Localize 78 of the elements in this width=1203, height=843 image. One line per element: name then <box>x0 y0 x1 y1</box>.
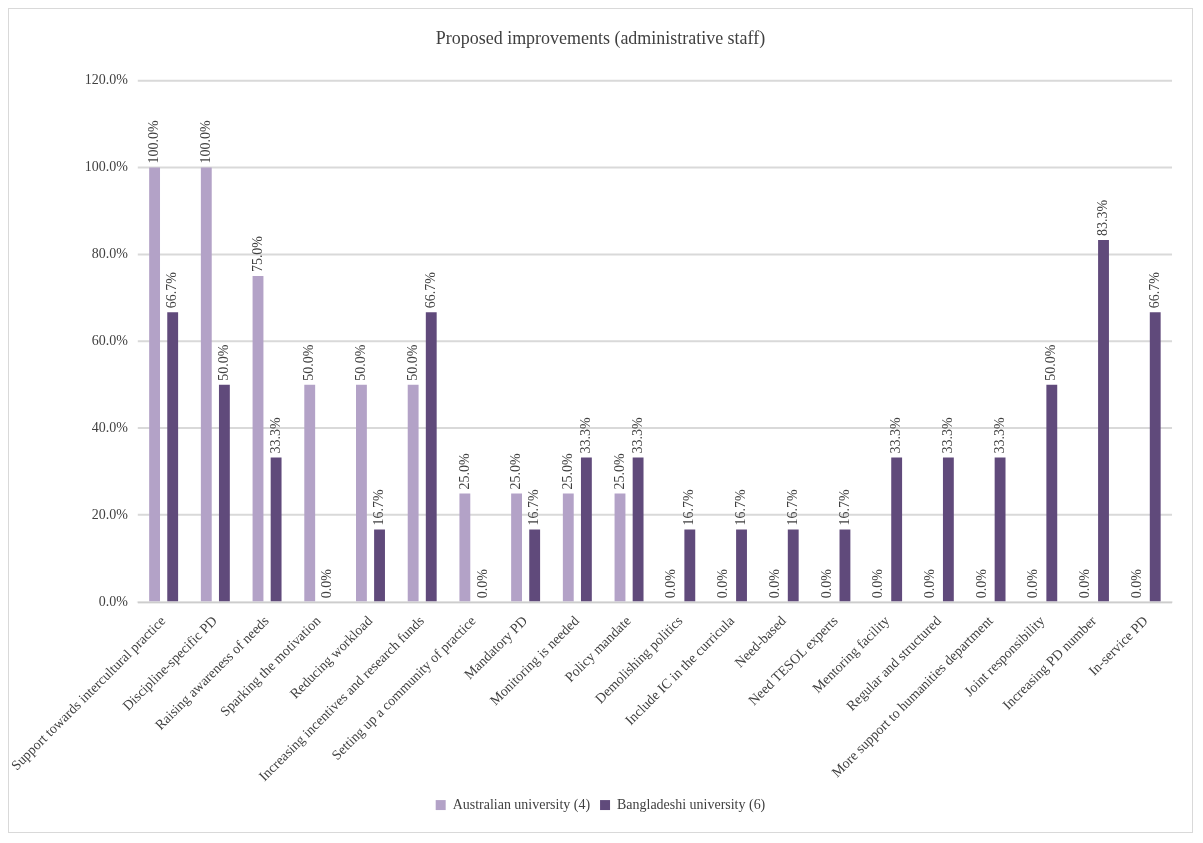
y-tick-label: 120.0% <box>84 72 129 88</box>
bar <box>304 384 316 602</box>
data-label: 0.0% <box>766 568 782 599</box>
data-label: 25.0% <box>508 453 524 490</box>
legend-label: Australian university (4) <box>452 796 591 813</box>
bar <box>1046 384 1058 602</box>
data-label: 0.0% <box>973 568 989 599</box>
data-label: 66.7% <box>164 271 180 309</box>
bar <box>632 457 644 602</box>
chart-title: Proposed improvements (administrative staff) <box>435 28 766 50</box>
data-label: 33.3% <box>629 416 645 454</box>
y-tick-label: 20.0% <box>91 506 129 522</box>
bar <box>270 457 282 602</box>
bar <box>374 529 385 602</box>
data-label: 33.3% <box>991 416 1007 454</box>
data-label: 50.0% <box>1043 344 1059 381</box>
bar <box>994 457 1006 602</box>
data-label: 50.0% <box>353 344 369 381</box>
data-label: 33.3% <box>267 416 283 454</box>
data-label: 0.0% <box>474 568 490 599</box>
legend-label: Bangladeshi university (6) <box>617 796 766 813</box>
data-label: 0.0% <box>1077 568 1093 599</box>
bar <box>839 529 851 602</box>
data-label: 0.0% <box>319 568 335 599</box>
data-label: 66.7% <box>422 271 438 309</box>
bar <box>167 312 179 602</box>
data-label: 75.0% <box>249 235 265 273</box>
data-label: 50.0% <box>301 344 317 381</box>
y-tick-label: 100.0% <box>84 159 129 175</box>
y-tick-label: 60.0% <box>91 332 129 348</box>
y-tick-label: 80.0% <box>91 246 129 261</box>
bar <box>1149 312 1161 602</box>
bar <box>942 457 954 602</box>
data-label: 100.0% <box>146 119 162 164</box>
data-label: 0.0% <box>1128 568 1144 599</box>
y-tick-label: 40.0% <box>91 419 129 435</box>
data-label: 25.0% <box>611 453 627 490</box>
bar <box>149 167 161 602</box>
bar <box>459 493 471 602</box>
data-label: 83.3% <box>1095 199 1111 236</box>
bar <box>356 384 367 602</box>
data-label: 16.7% <box>733 489 749 526</box>
bar <box>425 312 437 602</box>
bar <box>787 529 799 602</box>
data-label: 16.7% <box>784 489 800 526</box>
bar <box>1098 239 1109 602</box>
bar <box>218 384 230 602</box>
data-label: 0.0% <box>870 568 886 599</box>
data-label: 16.7% <box>681 489 697 526</box>
bar <box>684 529 696 602</box>
data-label: 0.0% <box>715 568 731 599</box>
bar <box>200 167 212 602</box>
y-tick-label: 0.0% <box>98 593 129 609</box>
data-label: 50.0% <box>216 344 232 381</box>
bar <box>580 457 592 602</box>
data-label: 16.7% <box>526 489 542 526</box>
data-label: 50.0% <box>404 344 420 381</box>
data-label: 16.7% <box>836 489 852 526</box>
data-label: 33.3% <box>888 416 904 454</box>
bar <box>529 529 541 602</box>
data-label: 100.0% <box>197 119 213 164</box>
data-label: 0.0% <box>1025 568 1041 599</box>
data-label: 0.0% <box>921 568 937 599</box>
bar <box>614 493 626 602</box>
data-label: 66.7% <box>1146 271 1162 309</box>
bar <box>891 457 903 602</box>
data-label: 33.3% <box>940 416 956 454</box>
bar <box>511 493 522 602</box>
bar <box>562 493 574 602</box>
bar <box>407 384 419 602</box>
data-label: 25.0% <box>456 453 472 490</box>
data-label: 0.0% <box>818 568 834 599</box>
bar <box>252 276 264 602</box>
data-label: 16.7% <box>371 489 387 526</box>
data-label: 33.3% <box>578 416 594 454</box>
data-label: 25.0% <box>559 453 575 490</box>
data-label: 0.0% <box>663 568 679 599</box>
bar <box>736 529 747 602</box>
